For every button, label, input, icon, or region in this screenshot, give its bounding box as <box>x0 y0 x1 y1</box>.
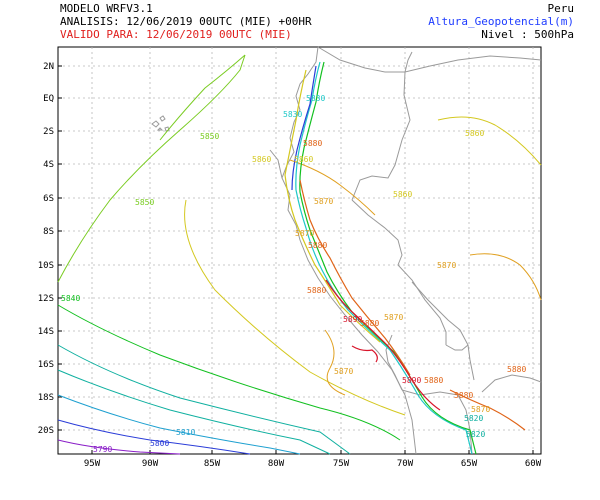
lat-label: 2N <box>43 62 54 72</box>
contour-label: 5860 <box>294 155 313 164</box>
andes-contour-band <box>284 61 526 455</box>
plot-frame <box>57 46 542 455</box>
variable-label: Altura_Geopotencial(m) <box>428 15 574 28</box>
lat-labels: 2N EQ 2S 4S 6S 8S 10S 12S 14S 16S 18S 20… <box>38 62 54 436</box>
region-label: Peru <box>547 2 575 15</box>
lat-label: 12S <box>38 294 54 304</box>
lon-label: 75W <box>333 459 350 469</box>
model-label: MODELO WRFV3.1 <box>60 2 153 15</box>
geopotential-contours <box>57 54 542 455</box>
lat-label: EQ <box>43 94 54 104</box>
lat-label: 2S <box>43 127 54 137</box>
contour-label: 5860 <box>252 155 271 164</box>
contour-label: 5840 <box>61 294 80 303</box>
tick-marks <box>58 65 534 454</box>
contour-label: 5890 <box>343 315 362 324</box>
lon-label: 65W <box>461 459 478 469</box>
contour-label: 5830 <box>306 94 325 103</box>
contour-label: 5870 <box>471 405 490 414</box>
lat-label: 18S <box>38 393 54 403</box>
valid-label: VALIDO PARA: 12/06/2019 00UTC (MIE) <box>60 28 292 41</box>
lat-label: 20S <box>38 426 54 436</box>
lat-label: 10S <box>38 261 54 271</box>
contour-label: 5880 <box>307 286 326 295</box>
contour-labels: 5790 5800 5810 5820 5840 5850 5850 5860 … <box>61 94 526 454</box>
contour-label: 5850 <box>135 198 154 207</box>
contour-label: 5880 <box>308 241 327 250</box>
lon-labels: 95W 90W 85W 80W 75W 70W 65W 60W <box>84 459 542 469</box>
galapagos-islands <box>151 115 170 132</box>
contour-label: 5870 <box>437 261 456 270</box>
lat-label: 6S <box>43 194 54 204</box>
contour-label: 5890 <box>402 376 421 385</box>
lat-label: 8S <box>43 227 54 237</box>
lon-label: 80W <box>268 459 285 469</box>
contour-label: 5870 <box>295 229 314 238</box>
lon-label: 70W <box>397 459 414 469</box>
contour-label: 5820 <box>466 430 485 439</box>
lon-label: 85W <box>204 459 221 469</box>
contour-label: 5790 <box>93 445 112 454</box>
lon-label: 95W <box>84 459 101 469</box>
contour-label: 5870 <box>384 313 403 322</box>
contour-label: 5880 <box>454 391 473 400</box>
contour-label: 5880 <box>360 319 379 328</box>
contour-label: 5860 <box>393 190 412 199</box>
contour-label: 5880 <box>507 365 526 374</box>
contour-label: 5870 <box>314 197 333 206</box>
contour-label: 5800 <box>150 439 169 448</box>
contour-label: 5880 <box>424 376 443 385</box>
lon-label: 90W <box>142 459 159 469</box>
contour-label: 5850 <box>200 132 219 141</box>
contour-label: 5810 <box>176 428 195 437</box>
level-label: Nivel : 500hPa <box>481 28 574 41</box>
contour-label: 5880 <box>303 139 322 148</box>
contour-label: 5870 <box>334 367 353 376</box>
lat-label: 16S <box>38 360 54 370</box>
lon-label: 60W <box>525 459 542 469</box>
lat-label: 4S <box>43 160 54 170</box>
analysis-label: ANALISIS: 12/06/2019 00UTC (MIE) +00HR <box>60 15 312 28</box>
contour-label: 5820 <box>464 414 483 423</box>
contour-label: 5860 <box>465 129 484 138</box>
lat-label: 14S <box>38 327 54 337</box>
contour-label: 5830 <box>283 110 302 119</box>
